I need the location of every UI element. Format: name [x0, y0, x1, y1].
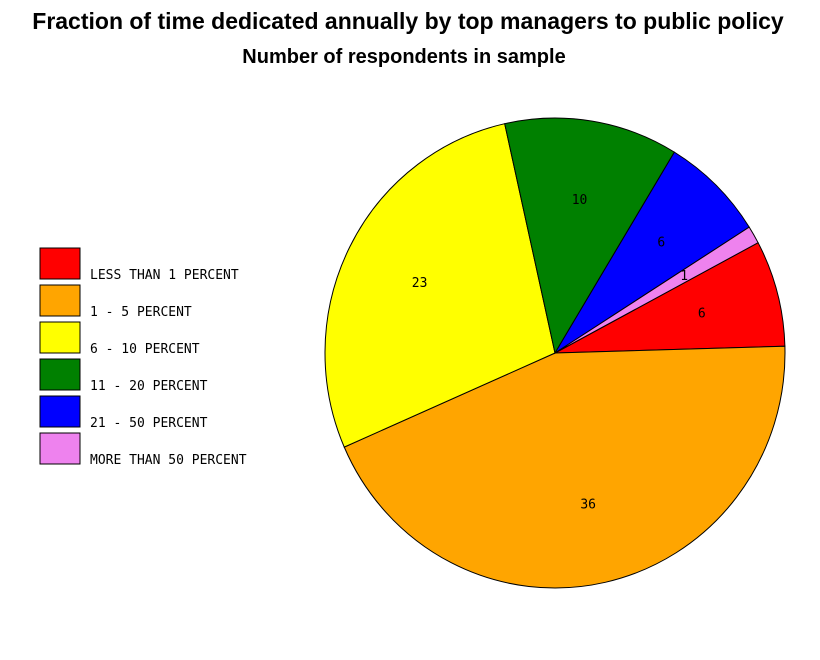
legend-label: 6 - 10 PERCENT	[90, 342, 200, 357]
legend-label: MORE THAN 50 PERCENT	[90, 453, 247, 468]
legend-swatch	[39, 284, 81, 317]
legend-label: LESS THAN 1 PERCENT	[90, 268, 239, 283]
slice-value-label: 1	[680, 269, 688, 284]
pie-slice-6	[554, 226, 759, 354]
legend-label: 21 - 50 PERCENT	[90, 416, 208, 431]
legend-swatch	[39, 247, 81, 280]
slice-labels: 6 36 23 10 6 1	[412, 193, 706, 512]
slice-value-label: 10	[572, 193, 588, 208]
pie-slice-3	[324, 123, 556, 448]
legend-swatch	[39, 395, 81, 428]
slice-value-label: 36	[580, 497, 596, 512]
legend-label: 1 - 5 PERCENT	[90, 305, 192, 320]
slice-value-label: 23	[412, 276, 428, 291]
pie-slice-2	[343, 345, 786, 589]
pie-slice-5	[554, 151, 750, 354]
chart-title: Fraction of time dedicated annually by t…	[32, 8, 784, 34]
legend-label: 11 - 20 PERCENT	[90, 379, 208, 394]
legend: LESS THAN 1 PERCENT 1 - 5 PERCENT 6 - 10 P…	[39, 247, 247, 468]
pie-slice-4	[504, 117, 676, 355]
chart-subtitle: Number of respondents in sample	[242, 46, 566, 68]
legend-swatch	[39, 432, 81, 465]
legend-swatch	[39, 358, 81, 391]
pie-slices	[324, 117, 786, 589]
slice-value-label: 6	[657, 235, 665, 250]
pie-slice-1	[554, 241, 786, 354]
slice-value-label: 6	[698, 306, 706, 321]
legend-swatch	[39, 321, 81, 354]
